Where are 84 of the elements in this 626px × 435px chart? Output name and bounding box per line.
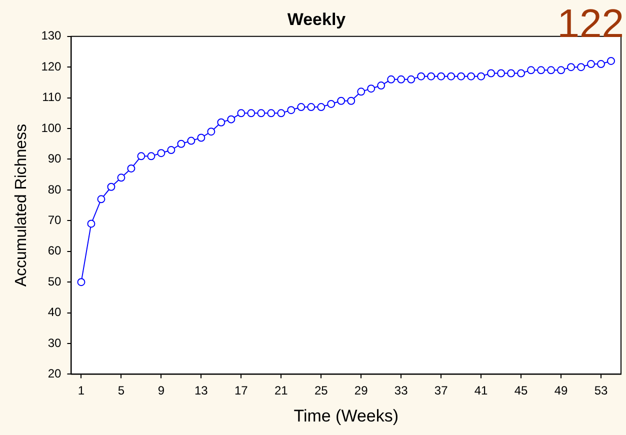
point (467, 72, 476, 80)
point (167, 146, 176, 154)
point (147, 152, 156, 160)
x-tick-label: 5 (118, 384, 125, 398)
x-tick-label: 45 (514, 384, 528, 398)
x-tick-label: 9 (158, 384, 165, 398)
point (307, 103, 316, 112)
point (327, 100, 336, 108)
y-axis-title: Accumulated Richness (13, 124, 30, 287)
x-axis-title: Time (Weeks) (294, 406, 399, 426)
x-tick-label: 37 (434, 384, 448, 398)
point (247, 109, 256, 118)
point (337, 96, 346, 105)
point (557, 66, 566, 74)
point (157, 149, 166, 158)
point (417, 72, 426, 80)
point (177, 140, 186, 148)
y-tick-label: 40 (48, 305, 62, 320)
x-tick-label: 21 (274, 384, 288, 398)
x-tick-label: 53 (594, 384, 608, 398)
x-tick-label: 49 (554, 384, 568, 398)
point (317, 103, 326, 112)
point (387, 75, 396, 84)
point (117, 174, 126, 182)
point (427, 72, 436, 80)
x-tick-label: 25 (314, 384, 328, 398)
point (577, 63, 586, 72)
point (517, 69, 526, 78)
point (347, 96, 356, 105)
point (137, 152, 146, 160)
point (507, 69, 516, 78)
y-tick-label: 130 (41, 28, 62, 43)
point (367, 84, 376, 93)
point (297, 103, 306, 112)
point (277, 109, 286, 118)
point (357, 88, 366, 96)
chart-title: Weekly (287, 10, 346, 29)
point (587, 60, 596, 68)
y-tick-label: 110 (42, 90, 62, 104)
point (397, 75, 406, 84)
point (537, 66, 546, 74)
point (457, 72, 466, 80)
point (527, 66, 536, 74)
y-tick-label: 30 (48, 336, 62, 350)
point (87, 220, 96, 228)
point (497, 69, 506, 78)
point (477, 72, 486, 80)
y-tick-label: 80 (48, 182, 62, 196)
y-tick-label: 90 (48, 152, 62, 166)
point (597, 60, 606, 68)
annotation: 122 (557, 2, 624, 46)
point (197, 134, 206, 142)
y-tick-label: 20 (48, 366, 62, 381)
point (237, 109, 246, 118)
point (97, 195, 106, 204)
point (187, 136, 196, 145)
y-tick-label: 50 (48, 274, 62, 288)
point (77, 278, 86, 286)
point (437, 72, 446, 80)
y-tick-label: 100 (41, 120, 62, 135)
x-tick-label: 29 (354, 384, 368, 398)
y-tick-label: 60 (48, 244, 62, 258)
point (207, 128, 216, 136)
x-tick-label: 13 (194, 384, 208, 398)
point (217, 118, 226, 126)
y-tick-label: 70 (48, 212, 62, 227)
point (127, 164, 136, 172)
point (567, 63, 576, 72)
point (107, 182, 116, 191)
y-tick-label: 120 (41, 59, 62, 74)
point (547, 66, 556, 74)
x-tick-label: 41 (474, 384, 488, 398)
point (407, 75, 416, 84)
point (257, 109, 266, 118)
point (377, 82, 386, 90)
x-tick-label: 33 (394, 384, 408, 398)
point (227, 115, 236, 124)
point (607, 56, 616, 65)
point (487, 69, 496, 78)
point (267, 109, 276, 118)
x-tick-label: 17 (234, 384, 248, 398)
point (447, 72, 456, 80)
x-tick-label: 1 (78, 384, 85, 398)
point (287, 106, 296, 114)
